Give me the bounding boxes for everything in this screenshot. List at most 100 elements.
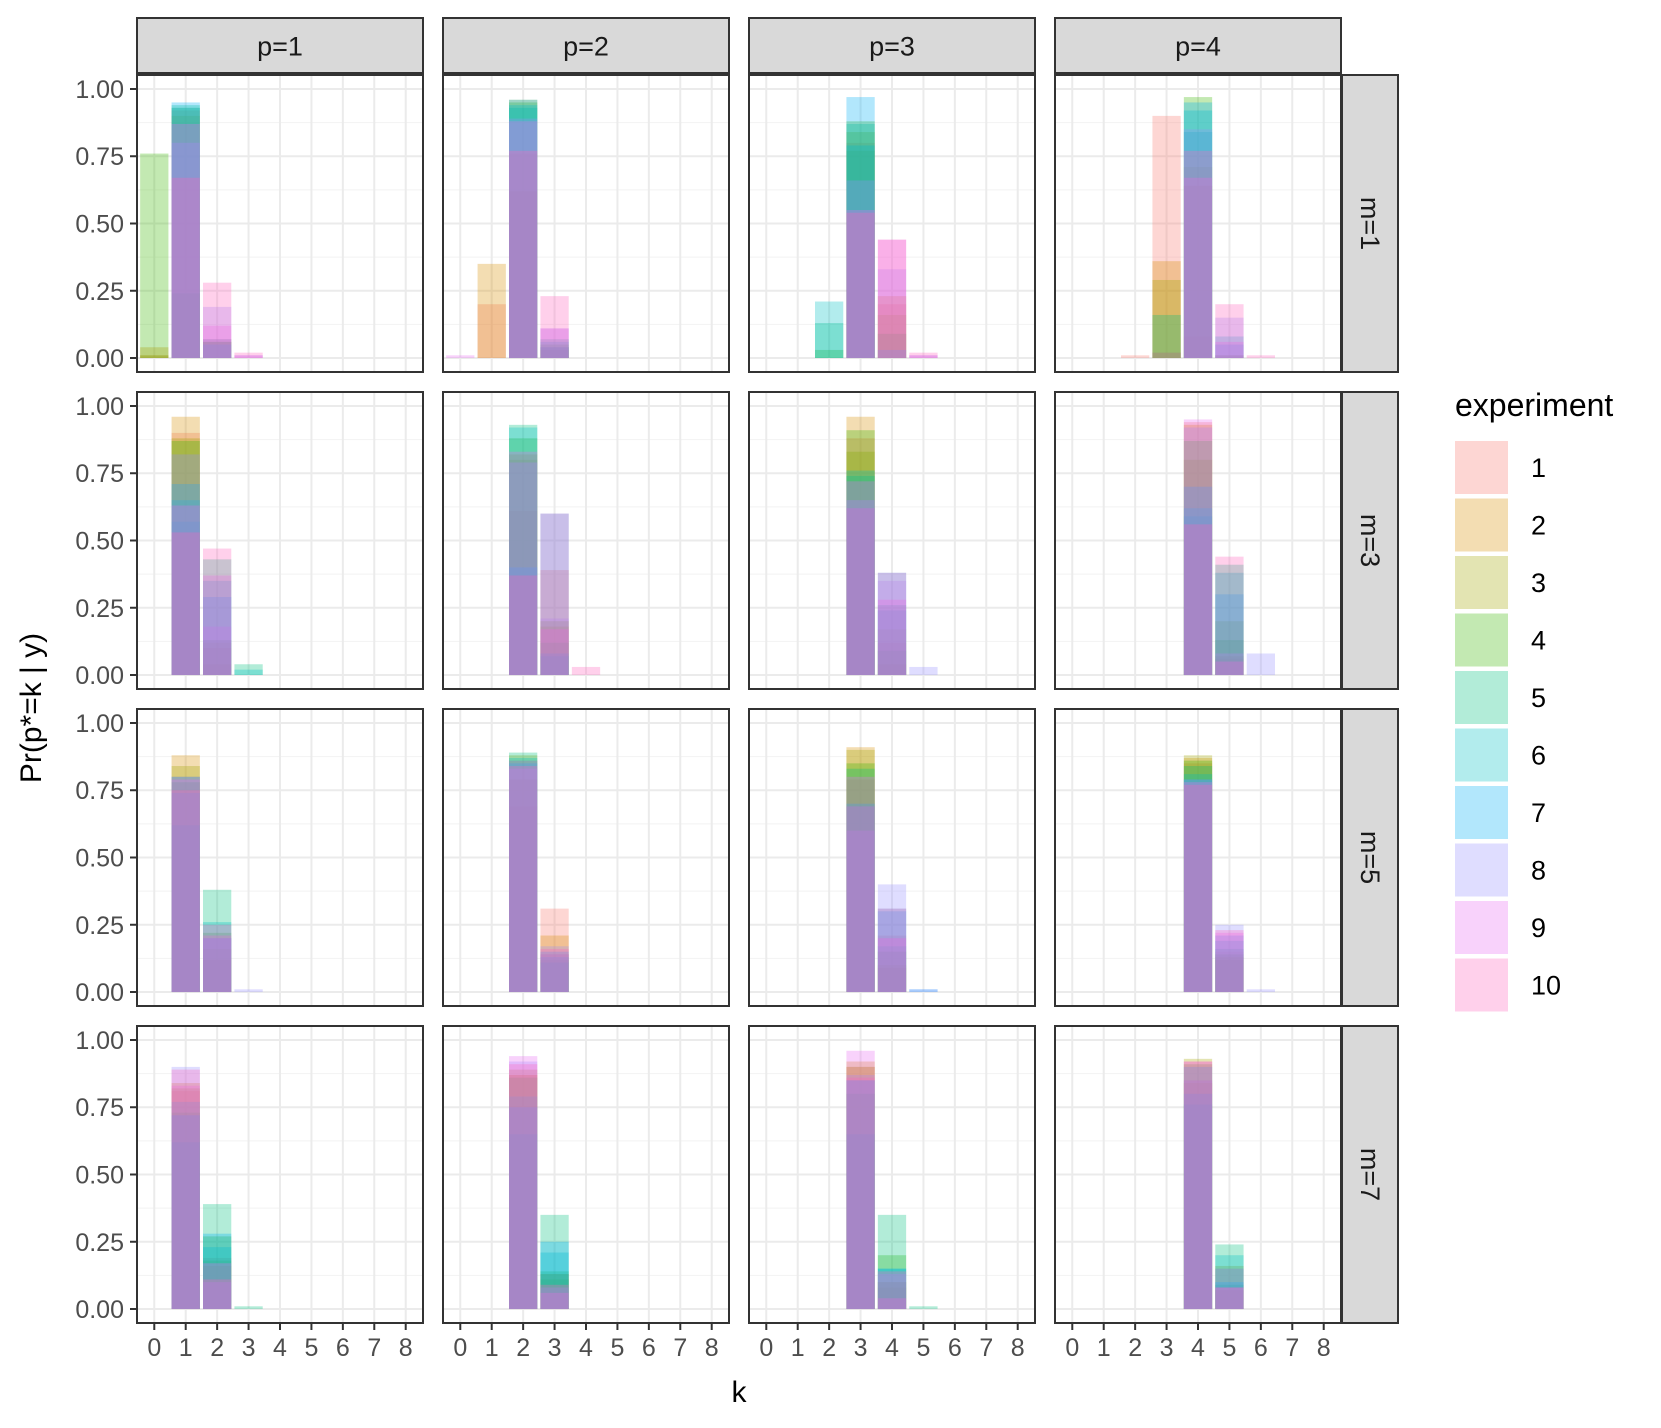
- bar-k1-exp4: [171, 782, 200, 993]
- bar-k2-exp3: [203, 642, 232, 676]
- bar-k3-exp9: [846, 481, 875, 676]
- col-strip: [1054, 17, 1342, 74]
- bar-k1-exp3: [171, 1088, 200, 1310]
- bar-k3-exp1: [540, 1274, 569, 1310]
- bar-k3-exp1: [846, 438, 875, 676]
- bar-k2-exp4: [815, 349, 844, 359]
- panels-layer: p=1 p=2 p=3 p=4 m=1 m=3 m=5 m=7: [136, 17, 1399, 1324]
- bar-k0-exp1: [140, 355, 169, 359]
- bar-k4-exp1: [1183, 422, 1213, 676]
- bar-k1-exp10: [171, 1069, 200, 1310]
- bar-k4-exp9: [1183, 1061, 1213, 1310]
- x-tick-label: 8: [1011, 1334, 1025, 1362]
- bar-k4-exp2: [1183, 424, 1213, 676]
- y-tick-label: 0.50: [75, 528, 124, 556]
- bar-k3-exp4: [846, 430, 875, 676]
- x-tick-label: 2: [822, 1334, 836, 1362]
- bar-k2-exp3: [509, 755, 538, 993]
- bar-k3-exp4: [540, 1271, 569, 1310]
- bar-k3-exp3: [846, 749, 875, 993]
- bar-k3-exp9: [540, 1292, 569, 1310]
- bar-k1-exp1: [171, 776, 200, 993]
- bar-k4-exp2: [877, 967, 907, 993]
- x-tick-label: 6: [1254, 1334, 1268, 1362]
- bar-k3-exp4: [540, 954, 569, 993]
- bar-k3-exp7: [846, 1080, 875, 1310]
- bar-k3-exp5: [846, 123, 875, 359]
- bar-k5-exp10: [1215, 556, 1244, 676]
- x-tick-label: 1: [179, 1334, 193, 1362]
- x-tick-label: 0: [1065, 1334, 1079, 1362]
- y-tick-label: 0.00: [75, 979, 124, 1007]
- bar-k4-exp10: [877, 908, 907, 993]
- bar-k4-exp4: [1183, 440, 1213, 676]
- bar-k3-exp1: [540, 908, 569, 993]
- bar-k5-exp9: [1215, 341, 1244, 359]
- bar-k2-exp3: [203, 1260, 232, 1310]
- legend-title: experiment: [1455, 387, 1613, 423]
- bar-k5-exp10: [909, 352, 938, 359]
- bar-k1-exp9: [171, 1085, 200, 1310]
- bar-k3-exp6: [846, 470, 875, 676]
- bar-k2-exp5: [203, 341, 232, 359]
- bar-k5-exp8: [909, 355, 938, 359]
- panel-m=7-p=3: [748, 1025, 1036, 1324]
- bar-k2-exp9: [203, 325, 232, 359]
- bar-k5-exp1: [1215, 658, 1244, 676]
- panel-border: [748, 708, 1036, 1007]
- bar-k2-exp10: [203, 548, 232, 676]
- bar-k1-exp6: [171, 1101, 200, 1310]
- bar-k5-exp7: [1215, 935, 1244, 993]
- bar-k4-exp2: [877, 1287, 907, 1310]
- row-strip-label: m=1: [1355, 197, 1385, 250]
- bar-k2-exp10: [509, 150, 538, 359]
- bar-k3-exp6: [846, 1080, 875, 1310]
- x-tick-label: 8: [399, 1334, 413, 1362]
- bar-k1-exp9: [171, 779, 200, 993]
- bar-k3-exp8: [234, 355, 263, 359]
- bar-k5-exp3: [1215, 1290, 1244, 1310]
- bar-k3-exp7: [846, 97, 875, 359]
- bar-k3-exp10: [846, 1077, 875, 1310]
- panel-m=7-p=4: [1054, 1025, 1342, 1324]
- bar-k4-exp3: [1183, 167, 1213, 359]
- bar-k5-exp7: [1215, 1282, 1244, 1310]
- row-strip-label: m=5: [1355, 831, 1385, 884]
- col-strip-label: p=4: [1175, 32, 1221, 62]
- bar-k2-exp2: [203, 959, 232, 993]
- x-tick-label: 7: [367, 1334, 381, 1362]
- bar-k5-exp5: [1215, 1244, 1244, 1310]
- bar-k4-exp7: [1183, 102, 1213, 359]
- bar-k2-exp7: [203, 344, 232, 359]
- bar-k2-exp5: [509, 1134, 538, 1310]
- x-tick-label: 3: [242, 1334, 256, 1362]
- bar-k2-exp4: [509, 102, 538, 359]
- panel-m=3-p=2: [442, 391, 730, 690]
- bar-k2-exp8: [509, 118, 538, 359]
- legend-key-9: [1455, 901, 1508, 954]
- bar-k3-exp9: [846, 1050, 875, 1310]
- bar-k2-exp7: [509, 763, 538, 993]
- bar-k2-exp2: [203, 1265, 232, 1310]
- bar-k5-exp7: [909, 989, 938, 993]
- y-tick-label: 1.00: [75, 710, 124, 738]
- bar-k2-exp4: [509, 760, 538, 993]
- x-tick-label: 5: [1222, 1334, 1236, 1362]
- bar-k2-exp4: [203, 932, 232, 993]
- panel-border: [1054, 74, 1342, 373]
- bar-k4-exp1: [1183, 1080, 1213, 1310]
- bar-k2-exp5: [203, 559, 232, 676]
- bar-k4-exp6: [1183, 1093, 1213, 1310]
- bar-k4-exp3: [1183, 755, 1213, 993]
- bar-k2-exp9: [509, 760, 538, 993]
- y-tick-label: 0.50: [75, 211, 124, 239]
- y-tick-label: 1.00: [75, 393, 124, 421]
- y-tick-label: 0.00: [75, 662, 124, 690]
- bar-k5-exp3: [1215, 621, 1244, 676]
- x-tick-label: 0: [759, 1334, 773, 1362]
- bar-k2-exp1: [203, 1257, 232, 1310]
- bar-k1-exp8: [171, 454, 200, 676]
- panel-m=5-p=3: [748, 708, 1036, 1007]
- bar-k4-exp9: [1183, 782, 1213, 993]
